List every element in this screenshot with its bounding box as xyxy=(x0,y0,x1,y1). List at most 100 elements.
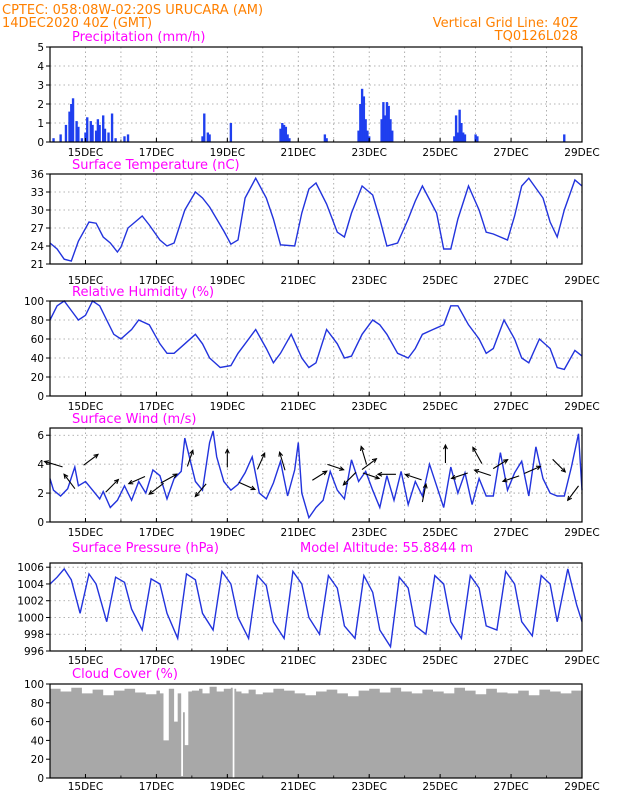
pres-ytick-label: 1000 xyxy=(17,612,44,624)
rh-ytick-label: 60 xyxy=(31,334,44,346)
wind-arrow-shaft xyxy=(343,471,357,486)
wind-arrow xyxy=(362,472,381,480)
pres-xtick-label: 23DEC xyxy=(351,655,386,667)
wind-arrow xyxy=(473,469,491,477)
wind-xtick-label: 27DEC xyxy=(493,527,528,539)
wind-arrow-head xyxy=(172,473,179,479)
precip-bar xyxy=(102,115,105,142)
wind-arrow xyxy=(342,471,357,486)
wind-ytick-label: 2 xyxy=(37,488,44,500)
pres-ytick-label: 1004 xyxy=(17,579,44,591)
wind-arrow-shaft xyxy=(405,473,422,481)
wind-xtick-label: 23DEC xyxy=(351,527,386,539)
precip-bar xyxy=(364,119,367,142)
rh-panel: Relative Humidity (%) 0 20 40 60 80 100 15DEC 17… xyxy=(24,285,600,413)
wind-arrow-head xyxy=(189,449,194,455)
rh-title: Relative Humidity (%) xyxy=(72,285,214,300)
temp-xtick-label: 27DEC xyxy=(493,275,528,287)
temp-ytick-label: 33 xyxy=(31,187,44,199)
wind-arrow xyxy=(238,481,257,491)
wind-arrow-head xyxy=(342,480,348,486)
wind-arrow xyxy=(224,448,230,468)
temp-xtick-label: 19DEC xyxy=(210,275,245,287)
precip-xtick-label: 29DEC xyxy=(564,147,599,159)
wind-title: Surface Wind (m/s) xyxy=(72,412,196,427)
wind-arrow-shaft xyxy=(361,458,377,470)
temp-title: Surface Temperature (nC) xyxy=(72,158,240,173)
temp-xtick-label: 21DEC xyxy=(281,275,316,287)
wind-arrow xyxy=(524,465,542,475)
precip-bar xyxy=(91,124,94,142)
pres-ytick-label: 1006 xyxy=(17,562,44,574)
wind-arrow-shaft xyxy=(44,460,63,468)
pres-xtick-label: 21DEC xyxy=(281,655,316,667)
pres-xtick-label: 17DEC xyxy=(139,655,174,667)
panels: Precipitation (mm/h) 0 1 2 3 4 5 15DEC 17DEC 19DE… xyxy=(17,30,599,793)
cloud-xtick-label: 19DEC xyxy=(210,781,245,793)
wind-arrow-head xyxy=(560,467,567,473)
wind-arrow xyxy=(63,473,76,490)
temp-xtick-label: 25DEC xyxy=(422,275,457,287)
precip-bar xyxy=(359,104,362,142)
precip-bar xyxy=(288,138,291,142)
wind-arrow-head xyxy=(260,452,266,458)
rh-ytick-label: 20 xyxy=(31,372,44,384)
temp-xtick-label: 23DEC xyxy=(351,275,386,287)
precip-bar xyxy=(458,109,461,142)
precip-bar xyxy=(94,130,98,142)
precip-bar xyxy=(463,134,467,142)
wind-arrow xyxy=(492,458,509,470)
wind-arrow-head xyxy=(113,478,120,484)
rh-series-line xyxy=(49,299,583,371)
wind-arrow-shaft xyxy=(474,469,491,477)
rh-xtick-label: 15DEC xyxy=(68,401,103,413)
precip-ytick-label: 0 xyxy=(37,137,44,149)
cloud-ytick-label: 40 xyxy=(31,735,44,747)
cloud-xtick-label: 15DEC xyxy=(68,781,103,793)
precip-bar xyxy=(59,134,62,142)
wind-arrow xyxy=(566,485,579,502)
cloud-xtick-label: 17DEC xyxy=(139,781,174,793)
precip-bar xyxy=(114,138,117,142)
pres-annotation: Model Altitude: 55.8844 m xyxy=(300,541,473,556)
wind-arrow xyxy=(105,478,120,493)
precip-bar xyxy=(456,132,460,142)
cloud-ytick-label: 0 xyxy=(37,773,44,785)
precip-ytick-label: 2 xyxy=(37,99,44,111)
precip-bar xyxy=(77,126,80,142)
precip-frame xyxy=(49,46,583,143)
rh-ytick-label: 80 xyxy=(31,315,44,327)
rh-ytick-label: 100 xyxy=(24,296,44,308)
cloud-ytick-label: 20 xyxy=(31,754,44,766)
wind-arrow-shaft xyxy=(472,447,483,464)
precip-bar xyxy=(86,117,89,142)
cloud-title: Cloud Cover (%) xyxy=(72,667,178,682)
temp-series-line xyxy=(49,176,583,262)
wind-xtick-label: 15DEC xyxy=(68,527,103,539)
precip-bar xyxy=(462,132,465,142)
wind-arrow-shaft xyxy=(312,470,328,481)
wind-arrow-head xyxy=(566,495,572,502)
wind-arrow-shaft xyxy=(105,479,119,493)
wind-arrow xyxy=(186,449,194,467)
precip-bar xyxy=(52,138,55,142)
wind-arrow xyxy=(421,482,428,503)
pres-xtick-label: 25DEC xyxy=(422,655,457,667)
precip-bar xyxy=(323,134,327,142)
precip-title: Precipitation (mm/h) xyxy=(72,30,205,45)
wind-arrow xyxy=(552,458,567,473)
wind-arrow-head xyxy=(194,491,200,498)
precip-bar xyxy=(474,134,477,142)
precip-ytick-label: 1 xyxy=(37,118,44,130)
wind-ytick-label: 6 xyxy=(37,430,44,442)
precip-bar xyxy=(383,115,387,142)
wind-xtick-label: 25DEC xyxy=(422,527,457,539)
rh-xtick-label: 19DEC xyxy=(210,401,245,413)
pres-ytick-label: 998 xyxy=(24,629,44,641)
wind-arrow-shaft xyxy=(148,482,164,495)
cloud-ytick-label: 100 xyxy=(24,679,44,691)
precip-bar xyxy=(89,121,92,142)
header-date: 14DEC2020 40Z (GMT) xyxy=(2,16,152,31)
pres-series-line xyxy=(49,567,583,649)
wind-arrow-shaft xyxy=(552,458,566,473)
